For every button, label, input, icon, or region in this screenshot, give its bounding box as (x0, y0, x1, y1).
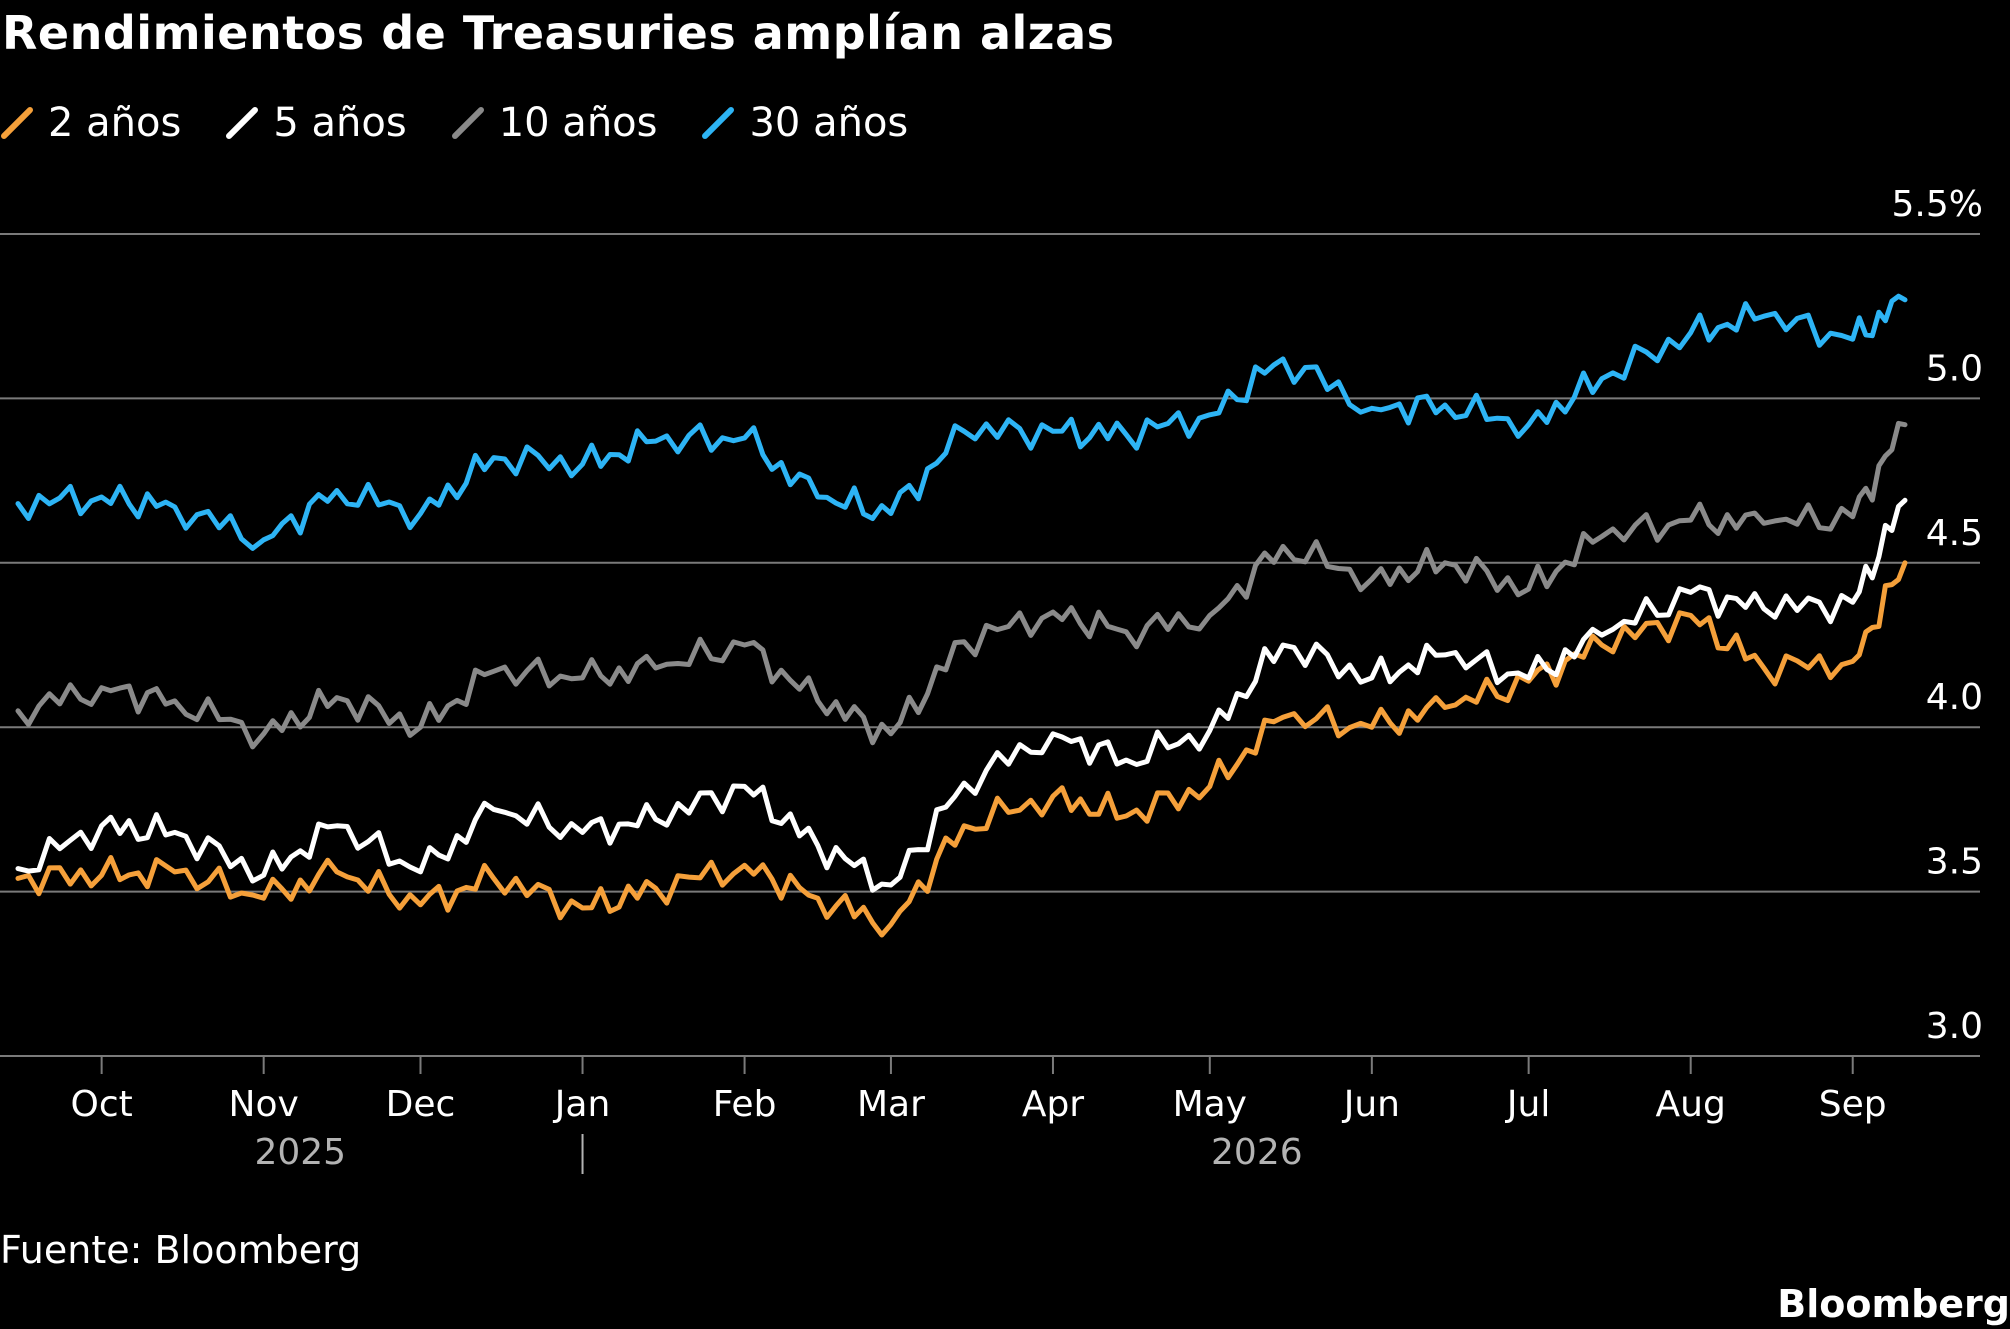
x-tick-label: Aug (1656, 1084, 1726, 1125)
year-label: 2026 (1211, 1132, 1303, 1173)
source-note: Fuente: Bloomberg (0, 1228, 362, 1272)
y-tick-label: 3.0 (1926, 1006, 1983, 1047)
series-line-5y (15, 497, 1908, 893)
legend-swatch-30y (702, 107, 735, 139)
legend-item-10y: 10 años (451, 100, 658, 146)
legend-label-10y: 10 años (498, 100, 658, 146)
brand-logo-text: Bloomberg (1777, 1282, 2010, 1326)
chart-title: Rendimientos de Treasuries amplían alzas (2, 6, 1115, 60)
y-tick-label: 4.5 (1926, 513, 1983, 554)
x-tick-label: Mar (857, 1084, 925, 1125)
legend: 2 años 5 años 10 años 30 años (0, 100, 908, 146)
x-tick-label: May (1173, 1084, 1247, 1125)
series-line-10y (15, 420, 1908, 750)
y-tick-label: 5.5% (1892, 184, 1983, 225)
legend-swatch-10y (451, 107, 484, 139)
legend-swatch-2y (1, 107, 33, 139)
x-tick-label: Nov (229, 1084, 299, 1125)
y-tick-label: 5.0 (1926, 348, 1983, 389)
y-tick-label: 4.0 (1926, 677, 1983, 718)
legend-item-2y: 2 años (0, 100, 181, 146)
x-tick-label: Jul (1505, 1084, 1550, 1125)
legend-item-30y: 30 años (701, 100, 908, 146)
y-tick-label: 3.5 (1926, 842, 1983, 883)
legend-item-5y: 5 años (225, 100, 407, 146)
x-tick-label: Dec (386, 1084, 456, 1125)
year-label: 2025 (254, 1132, 346, 1173)
x-tick-label: Feb (713, 1084, 777, 1125)
legend-label-30y: 30 años (749, 100, 909, 146)
x-tick-label: Jan (553, 1084, 611, 1125)
series-line-2y (15, 560, 1908, 938)
x-tick-label: Oct (71, 1084, 133, 1125)
legend-swatch-5y (226, 107, 259, 139)
legend-label-2y: 2 años (48, 100, 182, 146)
legend-label-5y: 5 años (273, 100, 407, 146)
x-tick-label: Sep (1819, 1084, 1887, 1125)
x-tick-label: Jun (1342, 1084, 1400, 1125)
series-line-30y (15, 293, 1908, 551)
x-tick-label: Apr (1022, 1084, 1084, 1125)
